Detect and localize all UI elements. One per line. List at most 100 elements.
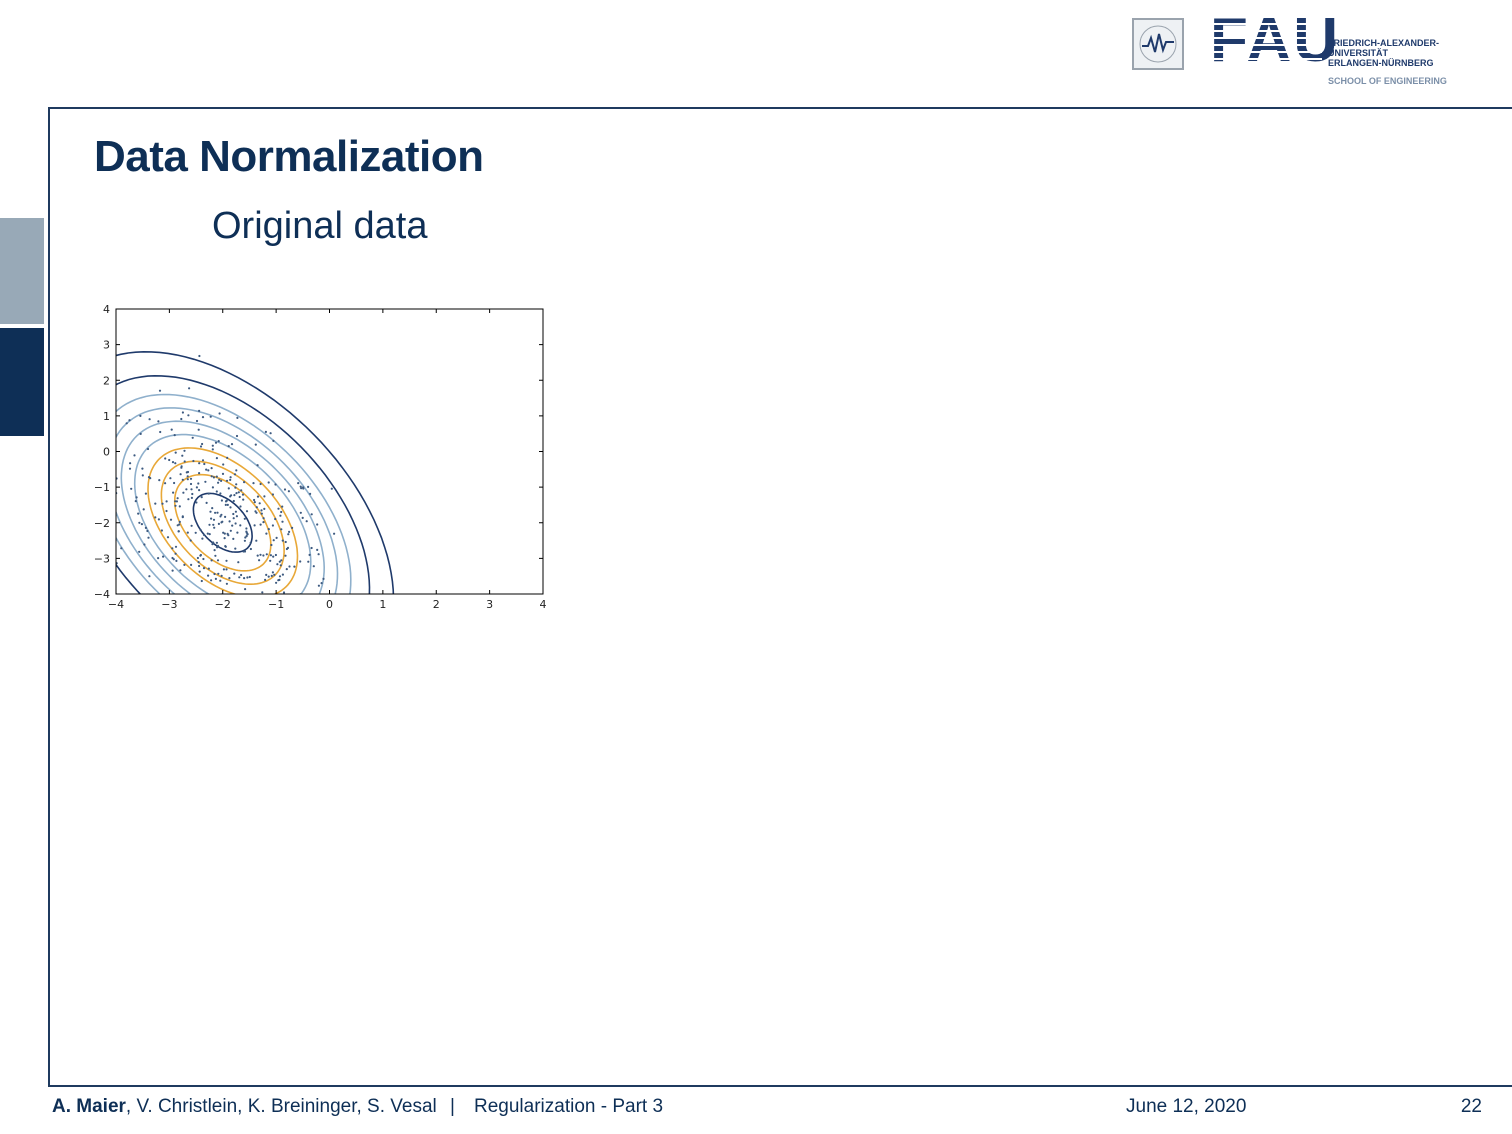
scatter-point bbox=[234, 486, 237, 489]
scatter-point bbox=[245, 531, 248, 534]
scatter-point bbox=[232, 499, 235, 503]
scatter-point bbox=[191, 436, 194, 439]
scatter-point bbox=[278, 578, 281, 581]
scatter-point bbox=[146, 529, 149, 533]
scatter-point bbox=[180, 417, 183, 421]
scatter-point bbox=[272, 439, 275, 442]
scatter-point bbox=[186, 470, 190, 474]
y-tick-label: 1 bbox=[103, 410, 110, 423]
scatter-point bbox=[274, 517, 277, 521]
scatter-point bbox=[226, 503, 229, 506]
scatter-point bbox=[242, 498, 245, 501]
scatter-point bbox=[213, 526, 216, 529]
scatter-point bbox=[171, 569, 174, 572]
scatter-point bbox=[309, 492, 312, 495]
scatter-point bbox=[190, 496, 193, 499]
scatter-point bbox=[179, 569, 182, 572]
scatter-point bbox=[238, 495, 241, 499]
scatter-point bbox=[235, 515, 238, 518]
scatter-point bbox=[181, 411, 184, 414]
scatter-point bbox=[185, 488, 188, 491]
scatter-point bbox=[157, 518, 160, 521]
scatter-point bbox=[271, 493, 274, 496]
scatter-point bbox=[174, 545, 178, 548]
scatter-point bbox=[307, 485, 310, 488]
x-tick-label: −3 bbox=[161, 598, 177, 611]
scatter-point bbox=[141, 467, 144, 470]
scatter-point bbox=[207, 469, 210, 472]
scatter-point bbox=[210, 579, 213, 582]
scatter-point bbox=[165, 509, 168, 513]
scatter-point bbox=[227, 445, 230, 448]
scatter-point bbox=[281, 505, 284, 508]
scatter-point bbox=[224, 515, 227, 518]
scatter-point bbox=[214, 554, 217, 557]
scatter-point bbox=[198, 472, 201, 475]
scatter-point bbox=[198, 462, 201, 465]
scatter-point bbox=[239, 505, 242, 508]
scatter-point bbox=[225, 568, 228, 571]
scatter-point bbox=[317, 584, 320, 587]
scatter-point bbox=[249, 547, 252, 551]
scatter-point bbox=[211, 486, 214, 489]
scatter-point bbox=[230, 494, 233, 497]
scatter-point bbox=[202, 533, 206, 536]
scatter-point bbox=[189, 482, 193, 486]
scatter-point bbox=[283, 488, 287, 491]
scatter-point bbox=[208, 533, 211, 536]
scatter-point bbox=[187, 414, 190, 417]
scatter-point bbox=[288, 565, 291, 568]
section-tab-previous[interactable] bbox=[0, 218, 44, 324]
fau-logo: FAU FRIEDRICH-ALEXANDER- UNIVERSITÄT ERL… bbox=[1132, 10, 1462, 86]
scatter-point bbox=[259, 523, 262, 526]
scatter-point bbox=[198, 489, 201, 492]
scatter-point bbox=[272, 555, 275, 558]
scatter-point bbox=[215, 490, 218, 493]
scatter-point bbox=[215, 475, 218, 478]
scatter-point bbox=[272, 614, 274, 616]
scatter-point bbox=[205, 501, 208, 504]
scatter-point bbox=[170, 428, 173, 431]
scatter-point bbox=[265, 532, 268, 535]
scatter-point bbox=[198, 564, 201, 568]
scatter-point bbox=[264, 578, 267, 581]
scatter-point bbox=[139, 414, 142, 417]
scatter-point bbox=[199, 445, 203, 448]
scatter-point bbox=[134, 500, 137, 503]
scatter-point bbox=[233, 494, 236, 497]
scatter-point bbox=[217, 440, 220, 443]
x-tick-label: 2 bbox=[433, 598, 440, 611]
scatter-point bbox=[233, 572, 236, 575]
scatter-point bbox=[285, 568, 288, 571]
scatter-point bbox=[335, 600, 337, 602]
scatter-point bbox=[245, 510, 249, 513]
scatter-point bbox=[316, 548, 319, 551]
scatter-point bbox=[265, 573, 268, 576]
scatter-point bbox=[224, 545, 227, 548]
contour-line bbox=[116, 374, 371, 594]
scatter-point bbox=[305, 520, 308, 523]
scatter-point bbox=[243, 539, 246, 542]
scatter-point bbox=[370, 602, 372, 604]
scatter-point bbox=[154, 502, 157, 505]
scatter-point bbox=[191, 492, 194, 496]
scatter-point bbox=[228, 520, 231, 523]
scatter-point bbox=[275, 581, 278, 584]
scatter-point bbox=[229, 506, 232, 509]
scatter-point bbox=[256, 554, 259, 557]
scatter-point bbox=[196, 556, 199, 560]
scatter-point bbox=[201, 459, 205, 462]
scatter-point bbox=[209, 415, 212, 418]
footer-lecture: Regularization - Part 3 bbox=[474, 1096, 664, 1117]
scatter-point bbox=[312, 565, 315, 568]
scatter-point bbox=[278, 560, 281, 563]
scatter-point bbox=[308, 553, 311, 556]
footer-separator: | bbox=[450, 1096, 455, 1117]
section-tab-current[interactable] bbox=[0, 328, 44, 436]
scatter-point bbox=[176, 497, 179, 500]
scatter-point bbox=[267, 528, 270, 531]
scatter-point bbox=[241, 493, 245, 496]
scatter-point bbox=[220, 513, 223, 516]
scatter-point bbox=[142, 508, 145, 511]
scatter-point bbox=[147, 536, 150, 539]
